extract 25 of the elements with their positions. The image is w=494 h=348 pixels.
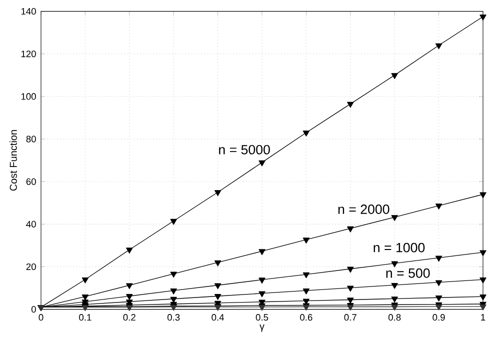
x-tick-label: 0.1 bbox=[79, 314, 92, 321]
series-label: n = 500 bbox=[386, 268, 430, 278]
series-label: n = 2000 bbox=[338, 204, 390, 214]
y-tick-label: 140 bbox=[21, 8, 36, 15]
y-tick-label: 120 bbox=[21, 50, 36, 58]
x-tick-label: 0.9 bbox=[432, 314, 445, 321]
x-tick-label: 0.8 bbox=[388, 314, 401, 321]
series-label: n = 5000 bbox=[219, 144, 270, 154]
y-tick-label: 40 bbox=[26, 220, 36, 228]
x-tick-label: 0.4 bbox=[212, 314, 224, 321]
x-tick-label: 0.6 bbox=[300, 314, 312, 321]
x-tick-label: 0.2 bbox=[123, 314, 136, 321]
x-tick-label: 0.5 bbox=[256, 314, 268, 321]
y-axis-title: Cost Function bbox=[10, 130, 17, 191]
y-tick-label: 80 bbox=[26, 136, 36, 142]
y-tick-label: 100 bbox=[21, 93, 36, 100]
x-tick-label: 0 bbox=[38, 314, 44, 321]
y-tick-label: 0 bbox=[31, 306, 36, 313]
x-tick-label: 0.3 bbox=[167, 314, 180, 321]
y-tick-label: 60 bbox=[26, 178, 36, 185]
series-label: n = 1000 bbox=[374, 242, 425, 252]
y-tick-label: 20 bbox=[26, 263, 36, 270]
x-axis-title: γ bbox=[260, 324, 264, 332]
x-tick-label: 0.7 bbox=[344, 314, 356, 321]
x-tick-label: 1 bbox=[481, 314, 486, 320]
